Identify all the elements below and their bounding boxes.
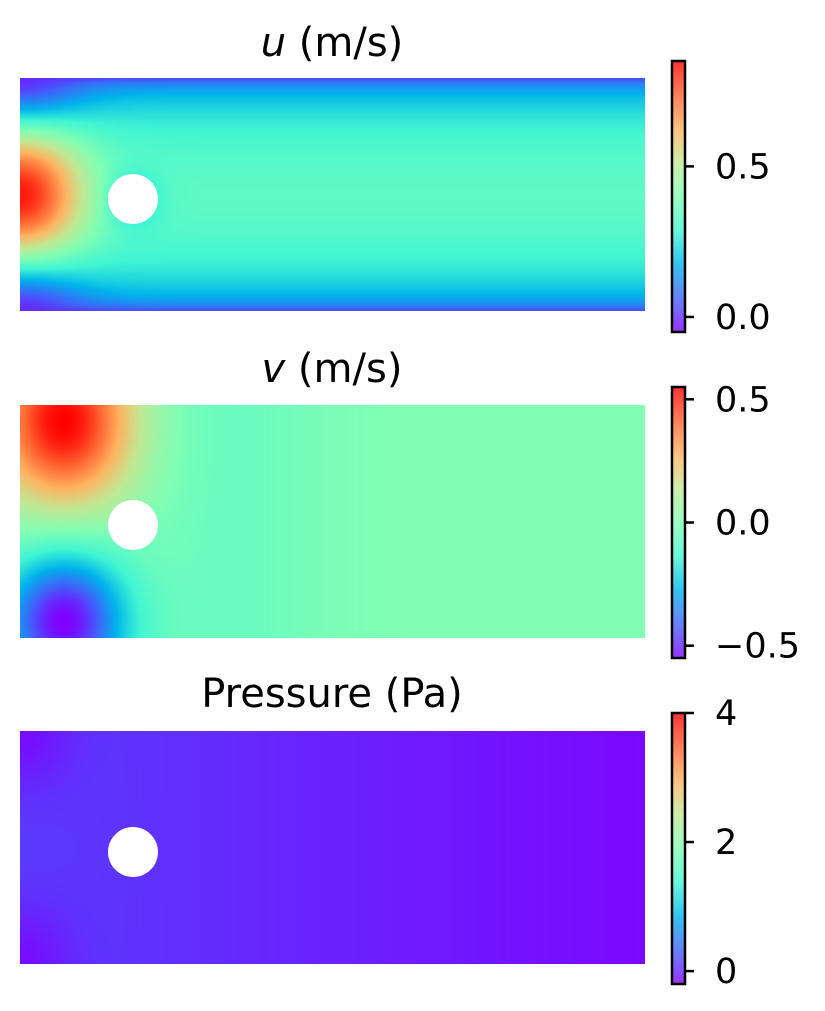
colorbar-gradient [670,385,687,660]
cylinder-obstacle [108,174,158,224]
colorbar-tick-label: 2 [715,823,737,863]
cylinder-obstacle [108,827,158,877]
colorbar-tick-label: 0.5 [715,147,771,187]
colorbar-gradient [670,59,687,334]
colorbar-tick-label: −0.5 [715,627,800,667]
panel-title-u: u (m/s) [261,20,404,66]
colorbar-tick-label: 4 [715,694,737,734]
colorbar-gradient [670,711,687,986]
colorbar-u: 0.0 0.5 [670,59,771,338]
colorbar-tick-label: 0.0 [715,298,771,338]
colorbar-pressure: 0 2 4 [670,694,737,992]
panel-title-pressure: Pressure (Pa) [201,671,463,717]
panel-u: u (m/s) 0.0 0.5 [20,20,771,338]
colorbar-v: −0.5 0.0 0.5 [670,380,800,667]
panel-pressure: Pressure (Pa) 0 2 4 [20,671,737,992]
colorbar-tick-label: 0.0 [715,504,771,544]
panel-title-v: v (m/s) [262,346,403,392]
cylinder-obstacle [108,500,158,550]
colorbar-tick-label: 0.5 [715,380,771,420]
colorbar-tick-label: 0 [715,952,737,992]
panel-v: v (m/s) −0.5 0.0 0.5 [20,346,800,667]
